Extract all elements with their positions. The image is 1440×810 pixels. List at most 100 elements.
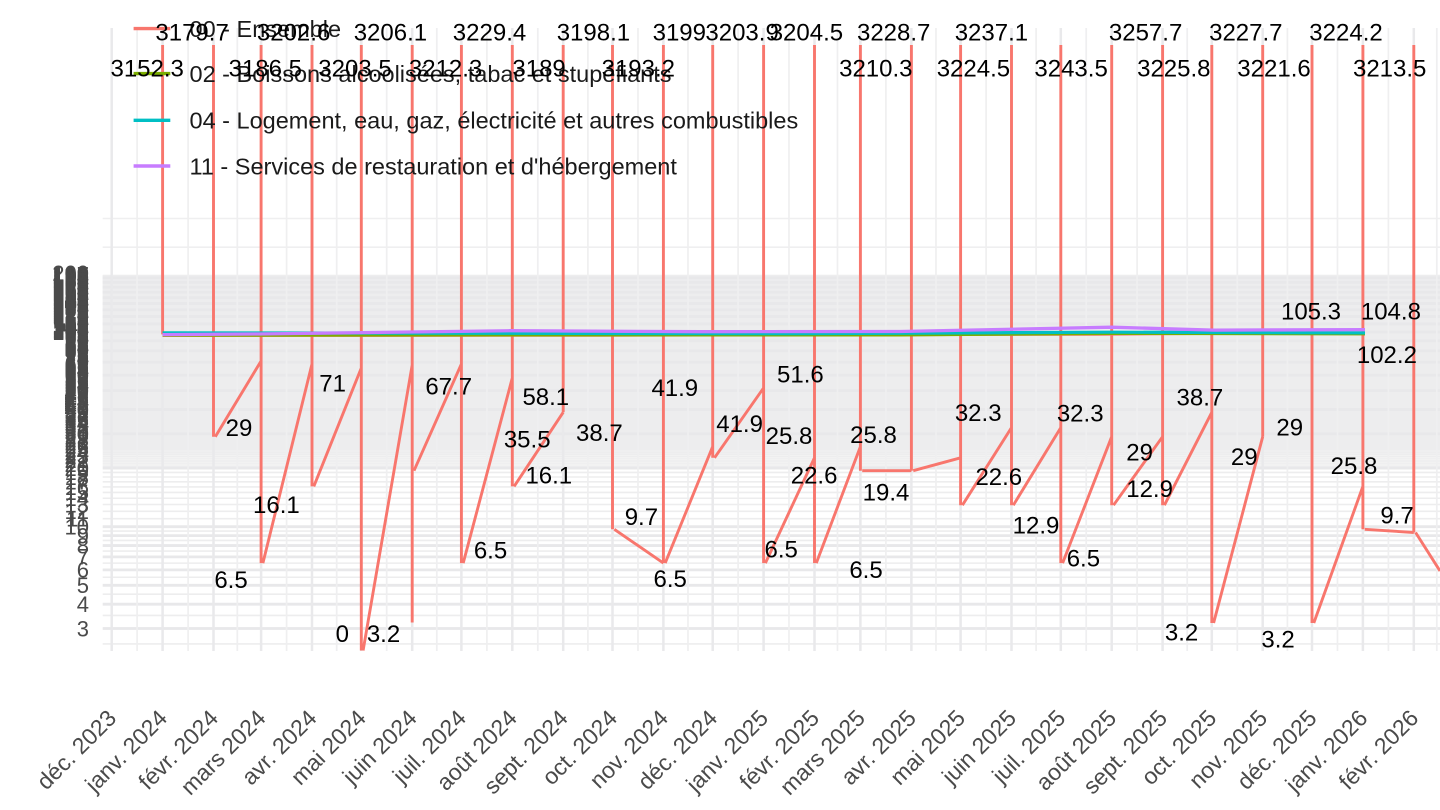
svg-text:3243.5: 3243.5 (1034, 56, 1107, 83)
svg-text:163: 163 (52, 279, 89, 304)
svg-text:3.2: 3.2 (367, 621, 400, 648)
svg-text:158: 158 (52, 281, 89, 306)
svg-text:50: 50 (65, 378, 89, 403)
svg-text:04 - Logement, eau, gaz, élect: 04 - Logement, eau, gaz, électricité et … (190, 108, 799, 134)
svg-text:133: 133 (52, 296, 89, 321)
svg-text:140: 140 (52, 291, 89, 316)
svg-text:137: 137 (52, 293, 89, 318)
svg-text:87: 87 (65, 332, 89, 357)
svg-text:54: 54 (65, 372, 89, 397)
svg-text:42: 42 (65, 393, 89, 418)
svg-text:101: 101 (52, 319, 89, 344)
svg-text:66: 66 (65, 355, 89, 380)
svg-text:71: 71 (65, 349, 89, 374)
svg-text:97: 97 (65, 322, 89, 347)
svg-text:169: 169 (52, 275, 89, 300)
svg-text:103: 103 (52, 317, 89, 342)
svg-text:9.7: 9.7 (1380, 502, 1413, 529)
svg-text:22.6: 22.6 (791, 462, 838, 489)
svg-text:29: 29 (1126, 440, 1153, 467)
svg-text:17: 17 (65, 470, 89, 495)
svg-text:172: 172 (52, 274, 89, 299)
svg-text:3227.7: 3227.7 (1209, 19, 1282, 46)
svg-text:38.7: 38.7 (576, 420, 623, 447)
svg-text:107: 107 (52, 314, 89, 339)
svg-text:3224.5: 3224.5 (937, 56, 1010, 83)
svg-text:177: 177 (52, 272, 89, 297)
svg-text:200: 200 (52, 261, 89, 286)
svg-text:3213.5: 3213.5 (1353, 56, 1426, 83)
svg-text:190: 190 (52, 266, 89, 291)
svg-text:3198.1: 3198.1 (557, 19, 630, 46)
svg-text:5: 5 (77, 573, 89, 598)
svg-text:188: 188 (52, 266, 89, 291)
svg-text:166: 166 (52, 277, 89, 302)
svg-text:134: 134 (52, 295, 89, 320)
svg-text:3203.5: 3203.5 (318, 56, 391, 83)
svg-text:130: 130 (52, 298, 89, 323)
svg-text:173: 173 (52, 273, 89, 298)
svg-text:141: 141 (52, 291, 89, 316)
svg-text:35: 35 (65, 409, 89, 434)
svg-text:32: 32 (65, 416, 89, 441)
svg-text:38: 38 (65, 402, 89, 427)
svg-text:124: 124 (52, 302, 89, 327)
svg-text:116: 116 (54, 307, 89, 332)
svg-text:22.6: 22.6 (975, 464, 1022, 491)
svg-text:3203.9: 3203.9 (705, 19, 778, 46)
svg-text:3212.3: 3212.3 (409, 56, 482, 83)
svg-text:96: 96 (65, 323, 89, 348)
svg-text:174: 174 (52, 273, 89, 298)
svg-text:58.1: 58.1 (522, 384, 569, 411)
svg-text:167: 167 (52, 276, 89, 301)
svg-text:193: 193 (52, 264, 89, 289)
svg-text:180: 180 (52, 270, 89, 295)
svg-text:19: 19 (65, 460, 89, 485)
svg-text:26: 26 (65, 434, 89, 459)
svg-text:122: 122 (52, 303, 89, 328)
svg-text:68: 68 (65, 352, 89, 377)
svg-text:125: 125 (52, 301, 89, 326)
svg-text:64: 64 (65, 358, 89, 383)
svg-text:189: 189 (52, 266, 89, 291)
svg-text:55: 55 (65, 370, 89, 395)
svg-text:142: 142 (52, 290, 89, 315)
svg-text:25.8: 25.8 (1331, 453, 1378, 480)
svg-text:129: 129 (52, 298, 89, 323)
svg-text:71: 71 (319, 370, 346, 397)
svg-text:48: 48 (65, 382, 89, 407)
svg-text:35.5: 35.5 (504, 426, 551, 453)
svg-text:153: 153 (52, 284, 89, 309)
svg-text:176: 176 (52, 272, 89, 297)
svg-text:195: 195 (52, 263, 89, 288)
svg-text:18: 18 (65, 465, 89, 490)
svg-text:9.7: 9.7 (625, 504, 658, 531)
svg-text:198: 198 (52, 262, 89, 287)
svg-text:3189: 3189 (512, 56, 565, 83)
svg-text:126: 126 (52, 300, 89, 325)
svg-text:31: 31 (65, 419, 89, 444)
svg-text:83: 83 (65, 336, 89, 361)
svg-text:53: 53 (65, 374, 89, 399)
svg-text:3210.3: 3210.3 (839, 56, 912, 83)
svg-text:10: 10 (65, 515, 89, 540)
svg-text:185: 185 (52, 268, 89, 293)
svg-text:199: 199 (52, 262, 89, 287)
svg-text:69: 69 (65, 351, 89, 376)
svg-text:3199: 3199 (653, 19, 706, 46)
svg-text:41.9: 41.9 (716, 411, 763, 438)
svg-text:112: 112 (54, 310, 89, 335)
svg-text:40: 40 (65, 397, 89, 422)
svg-text:182: 182 (52, 269, 89, 294)
svg-text:127: 127 (52, 300, 89, 325)
svg-text:160: 160 (52, 280, 89, 305)
svg-text:6.5: 6.5 (474, 538, 507, 565)
svg-text:16.1: 16.1 (525, 462, 572, 489)
svg-text:02 - Boissons alcoolisées, tab: 02 - Boissons alcoolisées, tabac et stup… (190, 61, 672, 87)
svg-text:21: 21 (65, 452, 89, 477)
svg-text:74: 74 (65, 345, 89, 370)
svg-text:63: 63 (65, 359, 89, 384)
svg-text:3225.8: 3225.8 (1137, 56, 1210, 83)
svg-text:11 - Services de restauration: 11 - Services de restauration et d'héber… (190, 153, 678, 179)
svg-text:41.9: 41.9 (651, 375, 698, 402)
